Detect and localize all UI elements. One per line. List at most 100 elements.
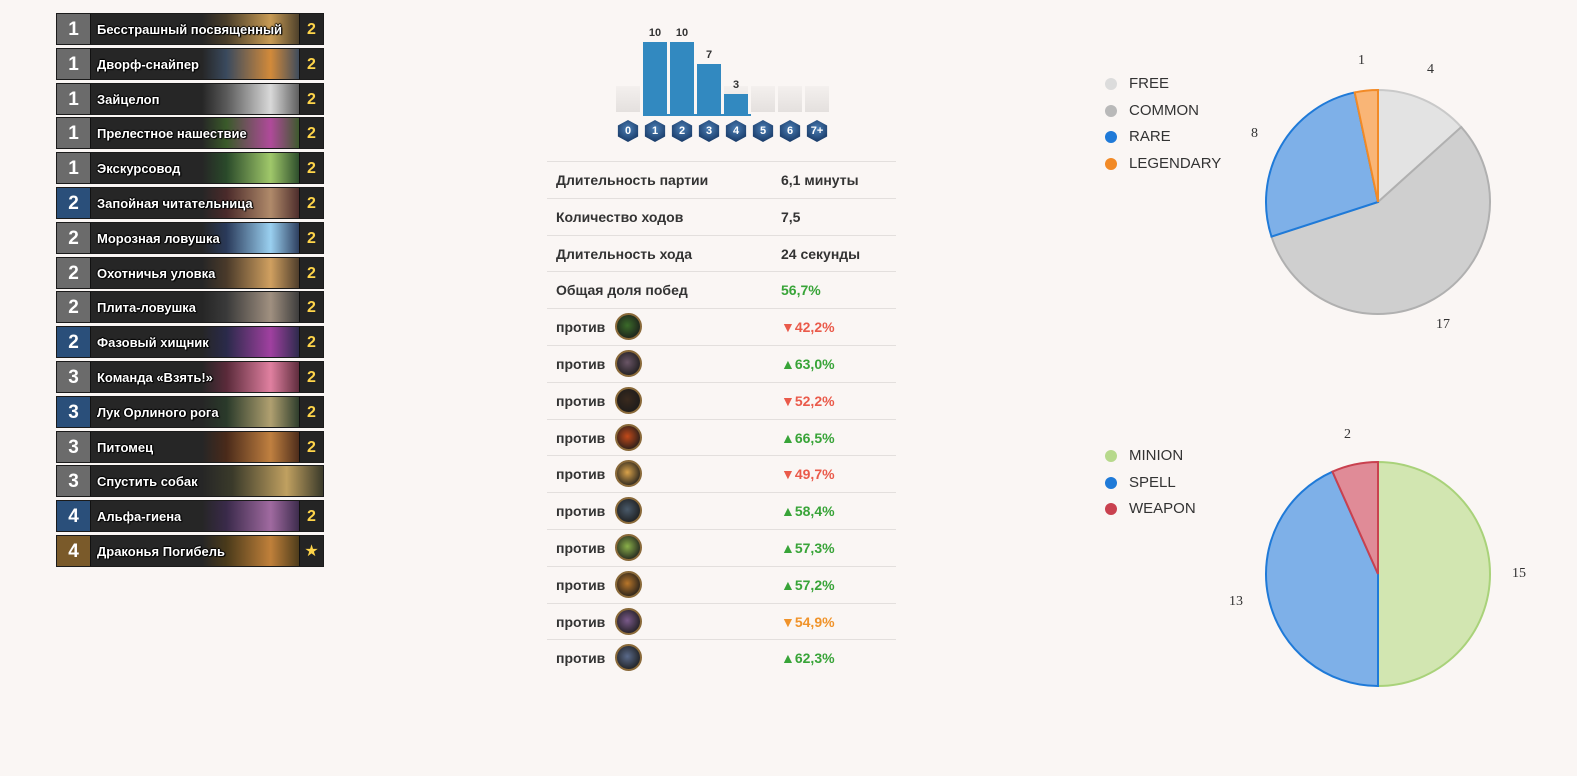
vs-winrate: ▲58,4% <box>781 503 835 520</box>
card-name: Команда «Взять!» <box>97 369 213 385</box>
shaman-icon[interactable] <box>615 533 642 561</box>
vs-label: против <box>556 576 606 593</box>
pie-slice-legendary[interactable] <box>1353 88 1379 203</box>
curve-bar-background <box>778 86 802 112</box>
deck-card-row[interactable]: 2 Фазовый хищник 2 <box>56 326 324 359</box>
vs-label: против <box>556 613 606 630</box>
card-art <box>202 396 300 427</box>
deck-card-row[interactable]: 4 Альфа-гиена 2 <box>56 500 324 533</box>
pie-slice-spell[interactable] <box>1265 470 1379 688</box>
card-count: 2 <box>299 48 323 79</box>
deck-card-row[interactable]: 3 Спустить собак <box>56 465 324 498</box>
curve-bar-value: 7 <box>705 49 713 62</box>
pie-slice-minion[interactable] <box>1377 460 1491 688</box>
deck-card-row[interactable]: 1 Дворф-снайпер 2 <box>56 47 324 80</box>
vs-winrate: ▼52,2% <box>781 392 835 409</box>
legend-dot <box>1105 78 1117 90</box>
card-count: 2 <box>299 222 323 253</box>
curve-bar[interactable] <box>643 42 667 116</box>
vs-winrate: ▲62,3% <box>781 650 835 667</box>
vs-winrate: ▲63,0% <box>781 355 835 372</box>
card-count: 2 <box>299 431 323 462</box>
deck-card-row[interactable]: 3 Лук Орлиного рога 2 <box>56 395 324 428</box>
vs-class-row: против ▲66,5% <box>547 418 896 456</box>
card-count: 2 <box>299 118 323 149</box>
deck-card-row[interactable]: 4 Драконья Погибель ★ <box>56 534 324 567</box>
stat-label: Длительность партии <box>556 172 709 188</box>
vs-winrate: ▲66,5% <box>781 429 835 446</box>
card-art <box>202 187 300 218</box>
card-name: Бесстрашный посвященный <box>97 22 283 37</box>
curve-bar[interactable] <box>724 93 748 116</box>
vs-winrate: ▲57,3% <box>781 539 835 556</box>
card-cost: 1 <box>57 48 91 79</box>
warrior-icon[interactable] <box>615 349 642 377</box>
mana-gem-icon: 1 <box>644 120 666 142</box>
vs-winrate: ▲57,2% <box>781 576 835 593</box>
card-art <box>202 118 300 149</box>
warlock-icon[interactable] <box>615 570 642 598</box>
card-name: Плита-ловушка <box>97 300 197 316</box>
pie-slice-rare[interactable] <box>1265 91 1380 238</box>
deck-card-row[interactable]: 1 Зайцелоп 2 <box>56 82 324 115</box>
vs-winrate: ▼42,2% <box>781 319 835 336</box>
legend-label: LEGENDARY <box>1129 154 1222 172</box>
druid-icon[interactable] <box>615 313 642 341</box>
deck-card-row[interactable]: 2 Запойная читательница 2 <box>56 186 324 219</box>
mana-gem-icon: 6 <box>779 120 801 142</box>
card-art <box>202 48 300 79</box>
card-name: Запойная читательница <box>97 195 253 211</box>
paladin-icon[interactable] <box>615 460 642 488</box>
pie-slice-free[interactable] <box>1377 88 1463 205</box>
priest-icon[interactable] <box>615 607 642 635</box>
card-count: 2 <box>299 14 323 44</box>
vs-label: против <box>556 355 606 372</box>
rogue-icon[interactable] <box>615 386 642 414</box>
pie-slice-weapon[interactable] <box>1331 460 1379 575</box>
deck-card-row[interactable]: 2 Плита-ловушка 2 <box>56 291 324 324</box>
curve-bar[interactable] <box>670 42 694 116</box>
stat-value: 24 секунды <box>781 245 861 262</box>
mana-gem-icon: 4 <box>725 120 747 142</box>
deck-card-row[interactable]: 1 Экскурсовод 2 <box>56 152 324 185</box>
card-name: Спустить собак <box>97 474 198 490</box>
pie-slice-common[interactable] <box>1270 125 1491 315</box>
deck-card-row[interactable]: 1 Прелестное нашествие 2 <box>56 117 324 150</box>
card-count: 2 <box>299 361 323 392</box>
deck-card-row[interactable]: 3 Команда «Взять!» 2 <box>56 360 324 393</box>
deck-card-row[interactable]: 2 Охотничья уловка 2 <box>56 256 324 289</box>
card-name: Охотничья уловка <box>97 265 216 281</box>
card-count: 2 <box>299 396 323 427</box>
card-cost: 3 <box>57 431 91 462</box>
card-art <box>202 535 300 566</box>
pie-label-rare: 8 <box>1251 126 1258 141</box>
deck-card-row[interactable]: 2 Морозная ловушка 2 <box>56 221 324 254</box>
legend-dot <box>1105 450 1117 462</box>
deck-card-row[interactable]: 1 Бесстрашный посвященный 2 <box>56 13 324 45</box>
hunter-icon[interactable] <box>615 644 642 672</box>
vs-label: против <box>556 319 606 336</box>
card-art <box>202 153 300 184</box>
vs-class-row: против ▼42,2% <box>547 308 896 345</box>
stat-value: 7,5 <box>781 208 801 225</box>
stat-value: 6,1 минуты <box>781 172 859 188</box>
vs-class-row: против ▼52,2% <box>547 381 896 419</box>
stat-label: Длительность хода <box>556 245 693 262</box>
card-art <box>202 257 300 288</box>
mage-icon[interactable] <box>615 423 642 451</box>
card-cost: 3 <box>57 361 91 392</box>
pie-label-legendary: 1 <box>1358 53 1365 68</box>
card-count: 2 <box>299 83 323 114</box>
card-cost: 2 <box>57 222 91 253</box>
legend-dot <box>1105 104 1117 117</box>
vs-class-row: против ▼49,7% <box>547 455 896 492</box>
curve-bar-value: 10 <box>675 27 689 39</box>
card-cost: 2 <box>57 257 91 288</box>
stat-value: 56,7% <box>781 282 821 299</box>
deck-card-row[interactable]: 3 Питомец 2 <box>56 430 324 463</box>
legend-dot <box>1105 157 1117 170</box>
card-name: Фазовый хищник <box>97 335 209 351</box>
warrior-shield-icon[interactable] <box>615 497 642 525</box>
card-art <box>202 466 323 497</box>
curve-bar[interactable] <box>697 64 721 116</box>
